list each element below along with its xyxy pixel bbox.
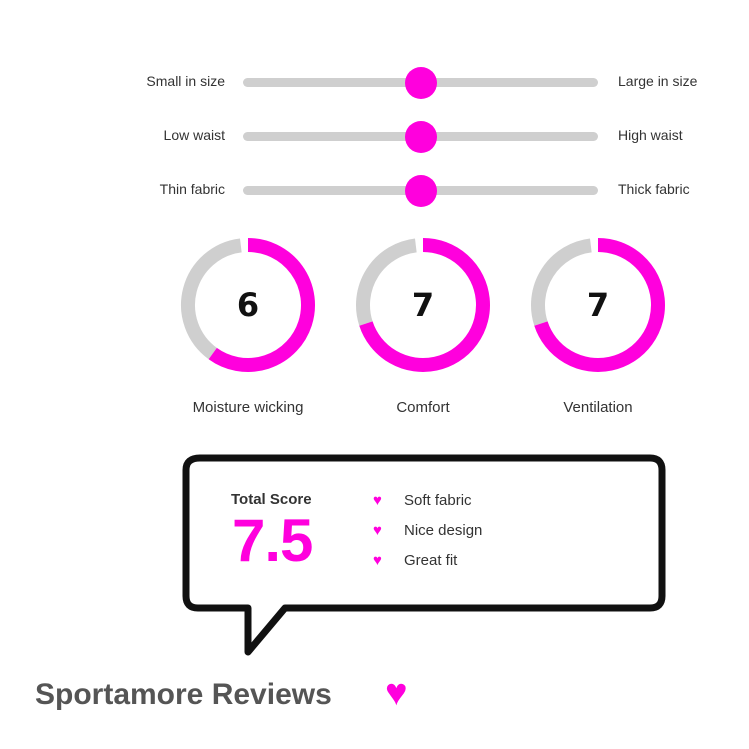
heart-icon: ♥ (373, 522, 382, 539)
ring-progress (208, 238, 315, 372)
pro-item: Nice design (404, 522, 483, 539)
slider-right-label: Thick fabric (618, 181, 690, 197)
heart-icon: ♥ (373, 552, 382, 569)
rating-label: Ventilation (563, 399, 633, 416)
slider-left-label: Thin fabric (159, 181, 225, 197)
total-score-label: Total Score (231, 491, 312, 508)
slider-thumb[interactable] (405, 67, 437, 99)
total-score-value: 7.5 (232, 507, 313, 574)
slider-left-label: Small in size (146, 73, 225, 89)
slider-right-label: Large in size (618, 73, 698, 89)
ring-track (356, 238, 417, 326)
ring-progress (359, 238, 490, 372)
brand-title: Sportamore Reviews (35, 678, 332, 711)
ring-track (531, 238, 592, 326)
slider-left-label: Low waist (163, 127, 225, 143)
rating-label: Comfort (396, 399, 450, 416)
rating-value: 6 (237, 286, 259, 324)
slider-thumb[interactable] (405, 175, 437, 207)
rating-value: 7 (412, 286, 434, 324)
rating-label: Moisture wicking (192, 399, 304, 416)
rating-rings: 6 7 7 (181, 238, 665, 372)
rating-value: 7 (587, 286, 609, 324)
heart-icon: ♥ (385, 672, 408, 714)
pro-item: Great fit (404, 552, 458, 569)
ring-track (181, 238, 242, 360)
heart-icon: ♥ (373, 492, 382, 509)
slider-right-label: High waist (618, 127, 683, 143)
slider-thumb[interactable] (405, 121, 437, 153)
ring-progress (534, 238, 665, 372)
pro-item: Soft fabric (404, 492, 472, 509)
